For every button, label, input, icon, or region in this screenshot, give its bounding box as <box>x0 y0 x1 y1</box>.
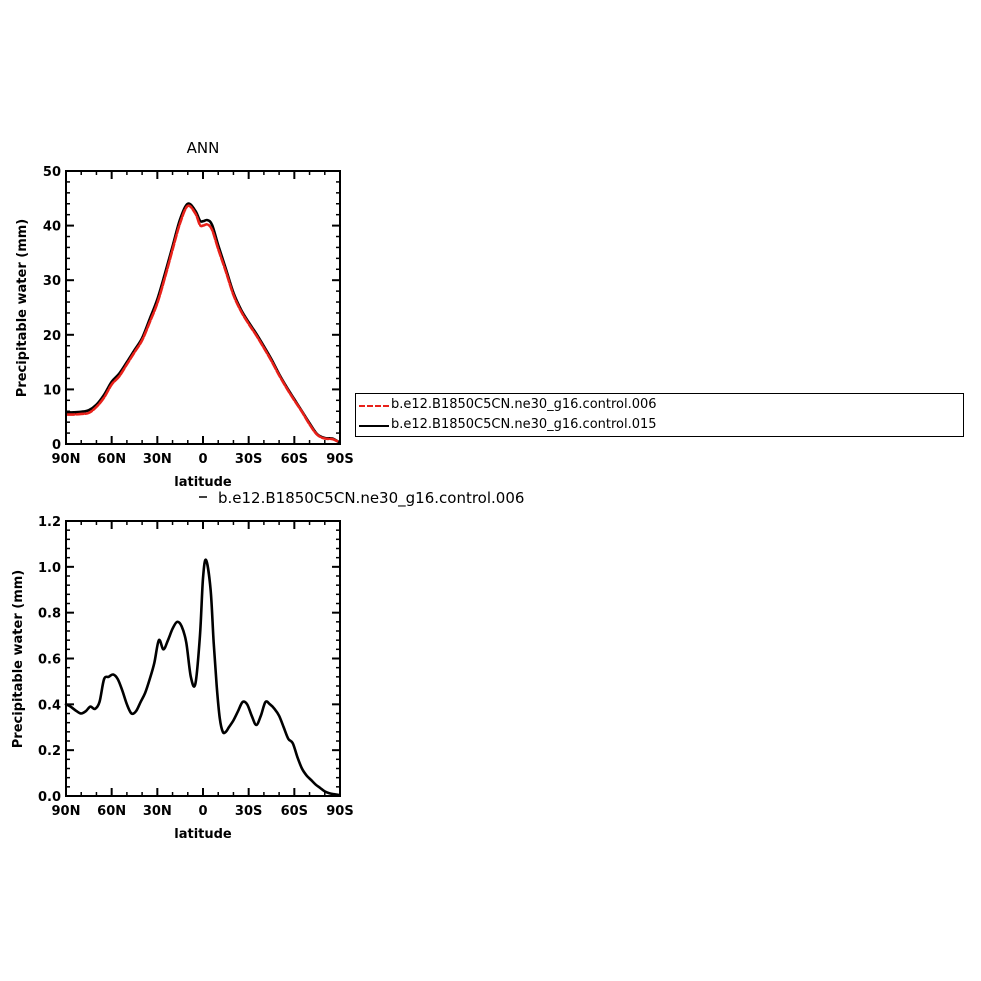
legend-item: b.e12.B1850C5CN.ne30_g16.control.006 <box>356 396 963 416</box>
x-tick-label: 30N <box>143 452 172 467</box>
chart-2-frame <box>65 520 341 797</box>
x-tick-label: 90S <box>326 452 353 467</box>
y-tick-label: 1.2 <box>38 515 61 530</box>
chart-1-xlabel: latitude <box>174 475 232 490</box>
x-tick-label: 30N <box>143 804 172 819</box>
y-tick-label: 0.0 <box>38 790 61 805</box>
chart-1-ytick-labels: 0 10 20 30 40 50 <box>43 165 61 453</box>
x-tick-label: 60S <box>281 804 308 819</box>
y-tick-label: 0.6 <box>38 653 61 668</box>
chart-2: b.e12.B1850C5CN.ne30_g16.control.006 90N… <box>11 489 524 842</box>
chart-2-ytick-labels: 0.0 0.2 0.4 0.6 0.8 1.0 1.2 <box>38 515 61 805</box>
chart-1-frame <box>65 170 341 445</box>
chart-1-xtick-labels: 90N 60N 30N 0 30S 60S 90S <box>52 452 354 467</box>
x-tick-label: 30S <box>235 804 262 819</box>
y-tick-label: 20 <box>43 329 61 344</box>
y-tick-label: 0.4 <box>38 698 61 713</box>
y-tick-label: 0.8 <box>38 607 61 622</box>
chart-2-title: b.e12.B1850C5CN.ne30_g16.control.006 <box>218 489 524 508</box>
x-tick-label: 30S <box>235 452 262 467</box>
y-tick-label: 30 <box>43 274 61 289</box>
series-line <box>64 558 340 797</box>
chart-2-xtick-labels: 90N 60N 30N 0 30S 60S 90S <box>52 804 354 819</box>
legend-swatch-solid-black <box>359 425 389 427</box>
x-tick-label: 90N <box>52 804 81 819</box>
y-tick-label: 1.0 <box>38 561 61 576</box>
y-tick-label: 40 <box>43 220 61 235</box>
chart-2-ticks <box>65 520 341 797</box>
x-tick-label: 60N <box>97 804 126 819</box>
chart-1-ylabel: Precipitable water (mm) <box>15 219 30 398</box>
chart-2-series <box>64 558 340 797</box>
y-tick-label: 10 <box>43 383 61 398</box>
x-tick-label: 0 <box>198 804 207 819</box>
y-tick-label: 50 <box>43 165 61 180</box>
chart-1-ticks <box>65 170 341 445</box>
x-tick-label: 90N <box>52 452 81 467</box>
legend-item: b.e12.B1850C5CN.ne30_g16.control.015 <box>356 416 963 436</box>
legend-swatch-dashed-red <box>359 405 389 407</box>
x-tick-label: 0 <box>198 452 207 467</box>
x-tick-label: 60S <box>281 452 308 467</box>
x-tick-label: 90S <box>326 804 353 819</box>
chart-1-legend: b.e12.B1850C5CN.ne30_g16.control.006 b.e… <box>355 393 964 437</box>
legend-label: b.e12.B1850C5CN.ne30_g16.control.006 <box>391 397 657 412</box>
y-tick-label: 0 <box>52 438 61 453</box>
x-tick-label: 60N <box>97 452 126 467</box>
chart-2-xlabel: latitude <box>174 827 232 842</box>
series-line <box>66 204 340 444</box>
legend-label: b.e12.B1850C5CN.ne30_g16.control.015 <box>391 417 657 432</box>
chart-1-series <box>66 202 340 444</box>
chart-2-ylabel: Precipitable water (mm) <box>11 570 26 749</box>
chart-1: ANN 90N 60N 30N 0 30S 60S 90S 0 10 20 30 40 50 lati… <box>15 139 354 490</box>
y-tick-label: 0.2 <box>38 744 61 759</box>
chart-1-title: ANN <box>187 139 220 157</box>
